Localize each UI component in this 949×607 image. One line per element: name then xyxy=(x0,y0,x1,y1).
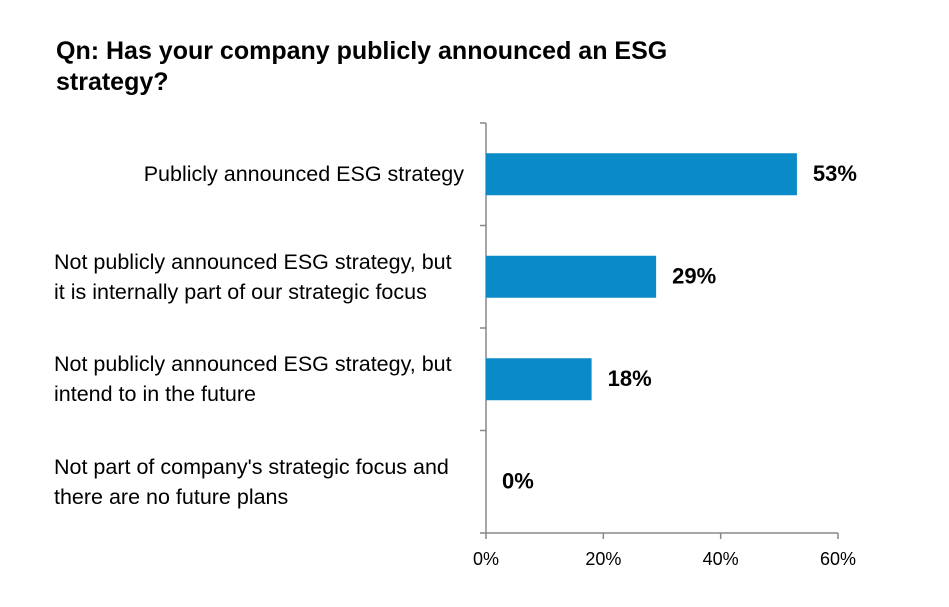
value-label: 29% xyxy=(672,264,716,289)
value-label: 18% xyxy=(608,366,652,391)
value-label: 53% xyxy=(813,161,857,186)
bar xyxy=(486,358,592,401)
category-label: Not publicly announced ESG strategy, but… xyxy=(54,352,452,407)
category-label: Not publicly announced ESG strategy, but… xyxy=(54,249,452,304)
value-label: 0% xyxy=(502,469,534,494)
category-label: Publicly announced ESG strategy xyxy=(143,162,464,187)
category-label: Not part of company's strategic focus an… xyxy=(54,454,449,509)
bar xyxy=(486,153,797,196)
x-tick-label: 20% xyxy=(585,549,621,569)
x-tick-label: 40% xyxy=(703,549,739,569)
x-tick-label: 60% xyxy=(820,549,856,569)
x-tick-label: 0% xyxy=(473,549,499,569)
chart-title: Qn: Has your company publicly announced … xyxy=(56,37,668,96)
bar xyxy=(486,255,657,298)
